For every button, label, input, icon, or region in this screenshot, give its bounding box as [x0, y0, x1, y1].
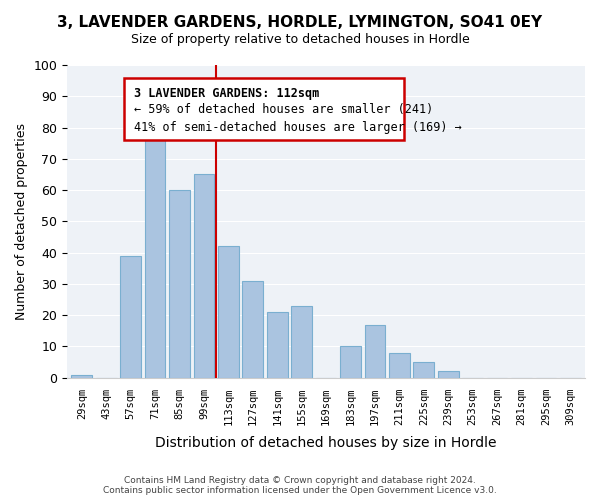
- Text: 41% of semi-detached houses are larger (169) →: 41% of semi-detached houses are larger (…: [134, 122, 462, 134]
- Bar: [340, 346, 361, 378]
- Bar: [194, 174, 214, 378]
- FancyBboxPatch shape: [124, 78, 404, 140]
- Text: Size of property relative to detached houses in Hordle: Size of property relative to detached ho…: [131, 32, 469, 46]
- Text: Contains HM Land Registry data © Crown copyright and database right 2024.
Contai: Contains HM Land Registry data © Crown c…: [103, 476, 497, 495]
- Bar: [218, 246, 239, 378]
- Bar: [169, 190, 190, 378]
- Bar: [267, 312, 287, 378]
- Bar: [438, 372, 458, 378]
- Bar: [365, 324, 385, 378]
- Text: 3, LAVENDER GARDENS, HORDLE, LYMINGTON, SO41 0EY: 3, LAVENDER GARDENS, HORDLE, LYMINGTON, …: [58, 15, 542, 30]
- Bar: [242, 280, 263, 378]
- Text: ← 59% of detached houses are smaller (241): ← 59% of detached houses are smaller (24…: [134, 102, 434, 116]
- Bar: [291, 306, 312, 378]
- Bar: [389, 352, 410, 378]
- Text: 3 LAVENDER GARDENS: 112sqm: 3 LAVENDER GARDENS: 112sqm: [134, 87, 320, 100]
- Bar: [145, 122, 166, 378]
- Y-axis label: Number of detached properties: Number of detached properties: [15, 123, 28, 320]
- Bar: [71, 374, 92, 378]
- Bar: [413, 362, 434, 378]
- Bar: [120, 256, 141, 378]
- X-axis label: Distribution of detached houses by size in Hordle: Distribution of detached houses by size …: [155, 436, 497, 450]
